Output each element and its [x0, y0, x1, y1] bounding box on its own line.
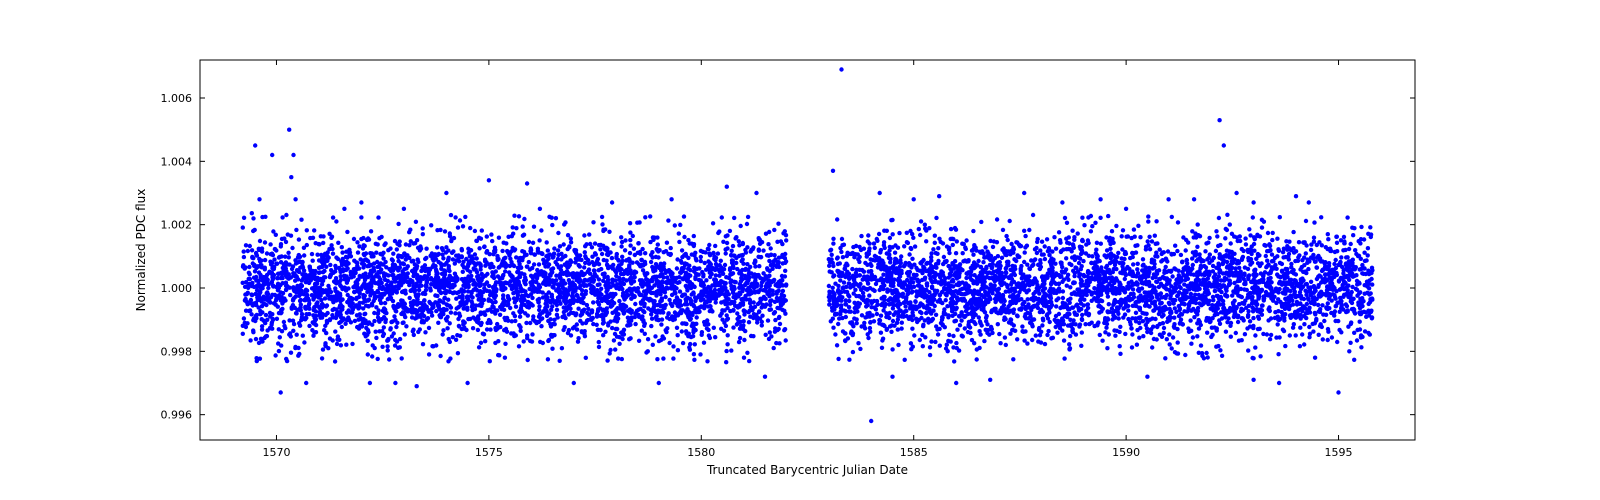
lightcurve-scatter: 1570 1575 1580 1585 1590 1595 0.996 0.998 1.000…: [0, 0, 1600, 500]
svg-text:1.000: 1.000: [161, 282, 193, 295]
svg-text:1.006: 1.006: [161, 92, 193, 105]
scatter-points: [241, 67, 1375, 423]
svg-text:1575: 1575: [475, 446, 503, 459]
svg-text:0.996: 0.996: [161, 409, 193, 422]
svg-text:1595: 1595: [1325, 446, 1353, 459]
x-axis-label: Truncated Barycentric Julian Date: [706, 463, 908, 477]
svg-text:1570: 1570: [262, 446, 290, 459]
svg-text:1.002: 1.002: [161, 219, 193, 232]
svg-text:0.998: 0.998: [161, 345, 193, 358]
svg-text:1580: 1580: [687, 446, 715, 459]
y-axis-label: Normalized PDC flux: [134, 189, 148, 312]
svg-text:1.004: 1.004: [161, 155, 193, 168]
svg-text:1590: 1590: [1112, 446, 1140, 459]
svg-text:1585: 1585: [900, 446, 928, 459]
